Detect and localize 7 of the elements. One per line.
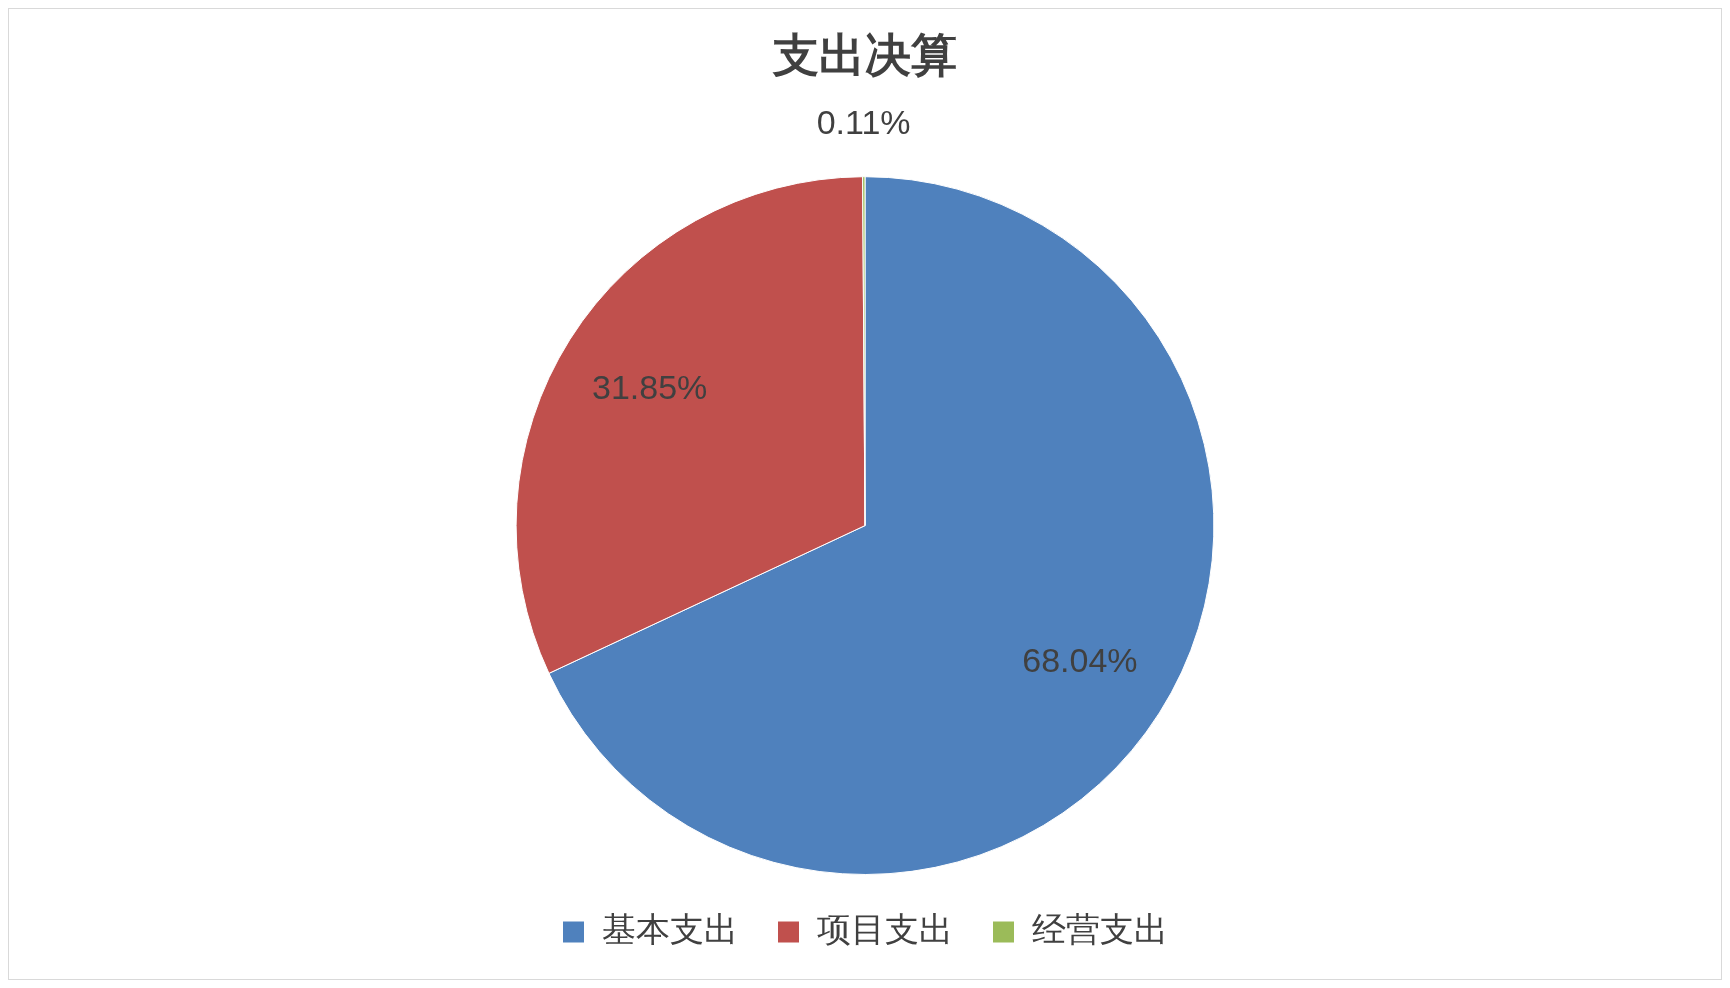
legend-label: 经营支出 — [1031, 908, 1168, 949]
data-label: 68.04% — [1022, 640, 1138, 679]
data-label: 0.11% — [816, 102, 911, 141]
data-label: 31.85% — [591, 367, 708, 406]
chart-title: 支出决算 — [772, 27, 957, 82]
legend-label: 基本支出 — [601, 908, 738, 949]
legend-label: 项目支出 — [816, 908, 953, 949]
